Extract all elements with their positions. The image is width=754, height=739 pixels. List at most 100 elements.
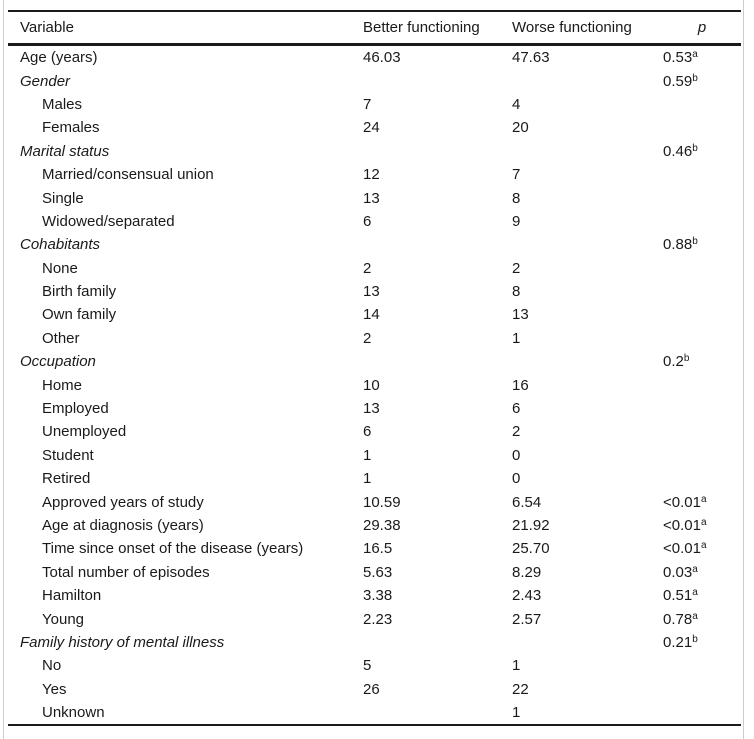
p-value: 0.59: [663, 72, 693, 90]
p-value-cell: 0.03a: [663, 564, 741, 581]
worse-value-cell: 21.92: [512, 517, 550, 534]
row-label-cell: No: [42, 657, 62, 675]
row-label-cell: Time since onset of the disease (years): [42, 540, 304, 558]
better-value-cell: 6: [363, 423, 372, 441]
row-label-cell: Own family: [42, 306, 117, 324]
worse-value-cell: 47.63: [512, 49, 550, 67]
better-value-cell: 3.38: [363, 587, 393, 605]
image-frame-right: [743, 0, 744, 739]
p-value-cell: 0.46b: [663, 143, 741, 160]
better-value-cell: 24: [363, 119, 380, 137]
table-row: Occupation 0.2b: [8, 350, 741, 373]
better-value-cell: 2: [363, 329, 372, 347]
p-value-cell: 0.78a: [663, 611, 741, 628]
worse-value-cell: 25.70: [512, 540, 550, 558]
table-row: Age at diagnosis (years) 29.38 21.92 <0.…: [8, 514, 741, 537]
table-row: Hamilton 3.38 2.43 0.51a: [8, 584, 741, 607]
table-row: Married/consensual union 12 7: [8, 163, 741, 186]
row-label-cell: Approved years of study: [42, 493, 204, 511]
row-label-cell: Age (years): [20, 49, 98, 67]
table-row: Family history of mental illness 0.21b: [8, 631, 741, 654]
p-value: 0.88: [663, 236, 693, 254]
p-value-cell: 0.21b: [663, 634, 741, 651]
header-worse-functioning: Worse functioning: [512, 19, 632, 36]
worse-value-cell: 8: [512, 283, 521, 301]
p-superscript: b: [692, 633, 698, 645]
header-variable: Variable: [20, 19, 74, 36]
header-better-functioning: Better functioning: [363, 19, 480, 36]
better-value-cell: 10.59: [363, 493, 401, 511]
worse-value-cell: 2.57: [512, 610, 542, 628]
worse-value-cell: 16: [512, 376, 529, 394]
p-value: <0.01: [663, 493, 701, 511]
p-superscript: b: [692, 142, 698, 154]
table-header-rule: [8, 43, 741, 46]
table-row: None 2 2: [8, 257, 741, 280]
table-row: Own family 14 13: [8, 303, 741, 326]
worse-value-cell: 6.54: [512, 493, 542, 511]
p-superscript: a: [692, 610, 698, 622]
table-row: Home 10 16: [8, 373, 741, 396]
table-bottom-rule: [8, 724, 741, 727]
better-value-cell: 13: [363, 283, 380, 301]
better-value-cell: 12: [363, 166, 380, 184]
table-header-row: Variable Better functioning Worse functi…: [8, 12, 741, 43]
p-value: 0.03: [663, 563, 693, 581]
worse-value-cell: 0: [512, 446, 521, 464]
worse-value-cell: 9: [512, 212, 521, 230]
row-label-cell: Males: [42, 95, 83, 113]
row-label-cell: Other: [42, 329, 80, 347]
row-label-cell: Family history of mental illness: [20, 633, 225, 651]
better-value-cell: 13: [363, 400, 380, 418]
row-label-cell: Hamilton: [42, 587, 102, 605]
table-row: Other 2 1: [8, 327, 741, 350]
better-value-cell: 14: [363, 306, 380, 324]
worse-value-cell: 8.29: [512, 563, 542, 581]
p-superscript: a: [700, 540, 707, 552]
table-row: Cohabitants 0.88b: [8, 233, 741, 256]
row-label-cell: Widowed/separated: [42, 212, 175, 230]
worse-value-cell: 8: [512, 189, 521, 207]
p-value: <0.01: [663, 540, 701, 558]
p-value-cell: 0.59b: [663, 73, 741, 90]
better-value-cell: 1: [363, 470, 372, 488]
better-value-cell: 5: [363, 657, 372, 675]
row-label-cell: Total number of episodes: [42, 563, 210, 581]
table-row: Marital status 0.46b: [8, 140, 741, 163]
p-superscript: b: [692, 72, 698, 84]
better-value-cell: 29.38: [363, 517, 401, 534]
table-body: Age (years) 46.03 47.63 0.53a Gender 0.5…: [8, 46, 741, 724]
better-value-cell: 13: [363, 189, 380, 207]
row-label-cell: Yes: [42, 680, 67, 698]
table-row: Time since onset of the disease (years) …: [8, 537, 741, 560]
worse-value-cell: 0: [512, 470, 521, 488]
worse-value-cell: 1: [512, 329, 521, 347]
worse-value-cell: 22: [512, 680, 529, 698]
worse-value-cell: 2: [512, 423, 521, 441]
header-p-value: p: [697, 19, 707, 36]
worse-value-cell: 7: [512, 166, 521, 184]
p-value-cell: 0.2b: [663, 353, 741, 370]
p-value-cell: <0.01a: [663, 517, 741, 534]
row-label-cell: Young: [42, 610, 84, 628]
better-value-cell: 6: [363, 212, 372, 230]
row-label-cell: Cohabitants: [20, 236, 101, 254]
worse-value-cell: 1: [512, 657, 521, 675]
table-row: Approved years of study 10.59 6.54 <0.01…: [8, 490, 741, 513]
p-value-cell: 0.53a: [663, 49, 741, 66]
p-value: <0.01: [663, 517, 701, 534]
better-value-cell: 5.63: [363, 563, 393, 581]
p-superscript: a: [700, 517, 707, 528]
row-label-cell: Marital status: [20, 142, 110, 160]
p-superscript: b: [692, 236, 698, 248]
row-label-cell: Retired: [42, 470, 91, 488]
table-row: Employed 13 6: [8, 397, 741, 420]
row-label-cell: Home: [42, 376, 83, 394]
table-row: Gender 0.59b: [8, 69, 741, 92]
worse-value-cell: 6: [512, 400, 521, 418]
p-value-cell: 0.88b: [663, 236, 741, 253]
p-value-cell: 0.51a: [663, 587, 741, 604]
p-value: 0.53: [663, 49, 693, 67]
worse-value-cell: 20: [512, 119, 529, 137]
p-value-cell: <0.01a: [663, 540, 741, 557]
